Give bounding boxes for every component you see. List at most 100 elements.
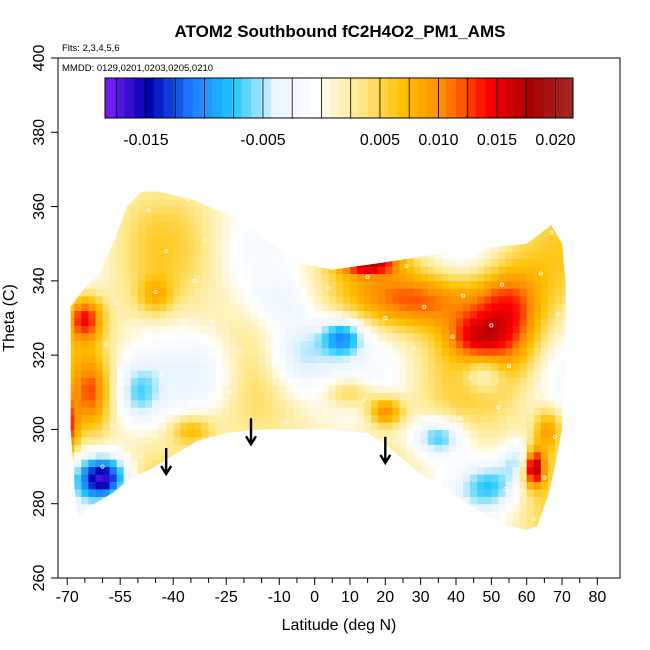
heatmap-cell xyxy=(251,310,259,319)
heatmap-cell xyxy=(159,288,167,297)
heatmap-cell xyxy=(555,206,563,215)
heatmap-cell xyxy=(208,288,217,297)
heatmap-cell xyxy=(102,422,111,430)
y-tick-label: 260 xyxy=(31,565,48,592)
heatmap-cell xyxy=(279,362,287,371)
heatmap-cell xyxy=(385,474,393,482)
heatmap-cell xyxy=(414,177,422,185)
heatmap-cell xyxy=(519,199,528,208)
heatmap-cell xyxy=(60,533,68,541)
heatmap-cell xyxy=(265,518,273,527)
heatmap-cell xyxy=(279,496,287,505)
x-tick-label: 40 xyxy=(447,589,465,606)
heatmap-cell xyxy=(137,370,146,378)
heatmap-cell xyxy=(407,169,415,177)
heatmap-cell xyxy=(456,288,464,297)
heatmap-cell xyxy=(194,177,202,185)
heatmap-cell xyxy=(576,303,584,311)
heatmap-cell xyxy=(491,177,499,185)
heatmap-cell xyxy=(265,199,273,208)
heatmap-cell xyxy=(258,347,266,356)
heatmap-cell xyxy=(413,251,422,260)
heatmap-cell xyxy=(342,280,351,289)
heatmap-cell xyxy=(81,169,89,177)
heatmap-cell xyxy=(569,400,577,408)
heatmap-cell xyxy=(519,206,528,215)
heatmap-cell xyxy=(314,243,323,252)
heatmap-cell xyxy=(243,280,252,289)
heatmap-cell xyxy=(491,496,499,505)
heatmap-cell xyxy=(420,221,429,230)
heatmap-cell xyxy=(441,280,450,289)
heatmap-cell xyxy=(279,370,287,378)
heatmap-cell xyxy=(187,451,196,460)
heatmap-cell xyxy=(251,451,259,460)
track-point xyxy=(379,438,384,443)
heatmap-cell xyxy=(60,244,68,252)
heatmap-cell xyxy=(145,511,153,520)
heatmap-cell xyxy=(477,280,485,289)
heatmap-cell xyxy=(392,243,401,252)
heatmap-cell xyxy=(81,191,89,193)
heatmap-cell xyxy=(116,451,125,460)
heatmap-cell xyxy=(201,518,210,527)
heatmap-cell xyxy=(519,399,528,408)
heatmap-cell xyxy=(279,228,287,237)
heatmap-cell xyxy=(378,436,386,445)
heatmap-cell xyxy=(350,221,358,230)
heatmap-cell xyxy=(434,243,443,252)
heatmap-cell xyxy=(547,318,556,326)
heatmap-cell xyxy=(357,273,365,282)
heatmap-cell xyxy=(300,399,309,408)
heatmap-cell xyxy=(173,481,181,490)
heatmap-cell xyxy=(116,221,125,230)
heatmap-cell xyxy=(335,228,344,237)
heatmap-cell xyxy=(562,318,566,326)
heatmap-cell xyxy=(547,370,556,378)
heatmap-cell xyxy=(130,199,139,208)
heatmap-cell xyxy=(222,340,231,349)
heatmap-cell xyxy=(208,340,217,349)
heatmap-cell xyxy=(194,273,203,282)
heatmap-cell xyxy=(166,347,174,356)
track-point xyxy=(492,200,497,205)
heatmap-cell xyxy=(576,452,584,460)
heatmap-cell xyxy=(187,496,196,505)
heatmap-cell xyxy=(60,348,68,356)
heatmap-cell xyxy=(512,459,521,468)
heatmap-cell xyxy=(201,214,210,222)
heatmap-cell xyxy=(441,325,450,334)
heatmap-cell xyxy=(300,488,309,497)
heatmap-cell xyxy=(505,191,514,200)
heatmap-cell xyxy=(357,429,365,438)
track-point xyxy=(514,445,519,450)
heatmap-cell xyxy=(279,288,287,297)
heatmap-cell xyxy=(286,511,294,520)
heatmap-cell xyxy=(350,399,358,408)
heatmap-cell xyxy=(229,251,238,260)
heatmap-cell xyxy=(81,399,89,408)
heatmap-cell xyxy=(427,318,436,326)
heatmap-cell xyxy=(95,355,104,364)
heatmap-cell xyxy=(569,318,577,326)
heatmap-cell xyxy=(512,526,521,530)
heatmap-cell xyxy=(307,511,316,520)
heatmap-cell xyxy=(116,399,125,408)
heatmap-cell xyxy=(166,407,174,416)
heatmap-cell xyxy=(223,169,231,177)
heatmap-cell xyxy=(378,347,386,356)
heatmap-cell xyxy=(547,436,556,445)
heatmap-cell xyxy=(512,392,521,401)
heatmap-cell xyxy=(88,199,97,208)
colorbar-segment xyxy=(495,78,506,118)
heatmap-cell xyxy=(569,221,577,229)
heatmap-cell xyxy=(180,243,188,252)
heatmap-cell xyxy=(70,266,75,274)
heatmap-cell xyxy=(102,503,111,512)
heatmap-cell xyxy=(434,392,443,401)
heatmap-cell xyxy=(385,199,393,208)
heatmap-cell xyxy=(463,191,471,193)
heatmap-cell xyxy=(258,191,266,200)
heatmap-cell xyxy=(420,451,429,460)
heatmap-cell xyxy=(328,370,337,378)
